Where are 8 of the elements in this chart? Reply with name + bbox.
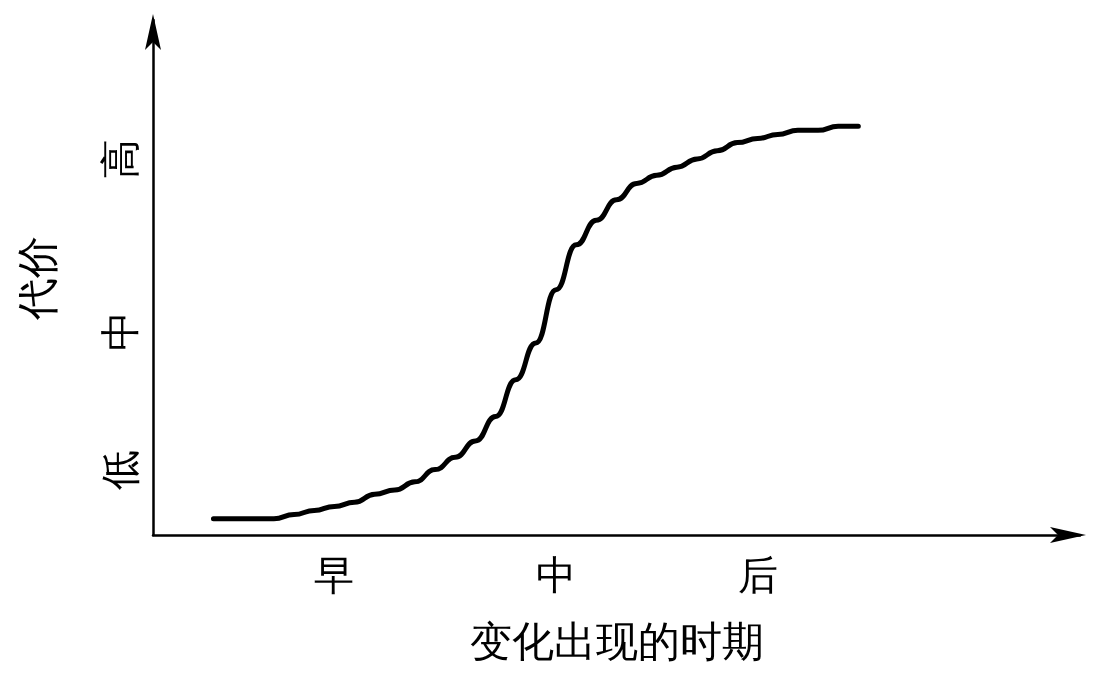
x-tick-label: 后 <box>737 552 778 598</box>
x-tick-label: 早 <box>314 552 355 598</box>
text: 中 <box>97 310 143 351</box>
text: 低 <box>97 449 143 490</box>
y-axis-title: 代价 <box>12 235 62 321</box>
x-tick-label: 中 <box>536 552 577 598</box>
text: 高 <box>97 138 143 179</box>
x-axis-title: 变化出现的时期 <box>469 616 764 666</box>
